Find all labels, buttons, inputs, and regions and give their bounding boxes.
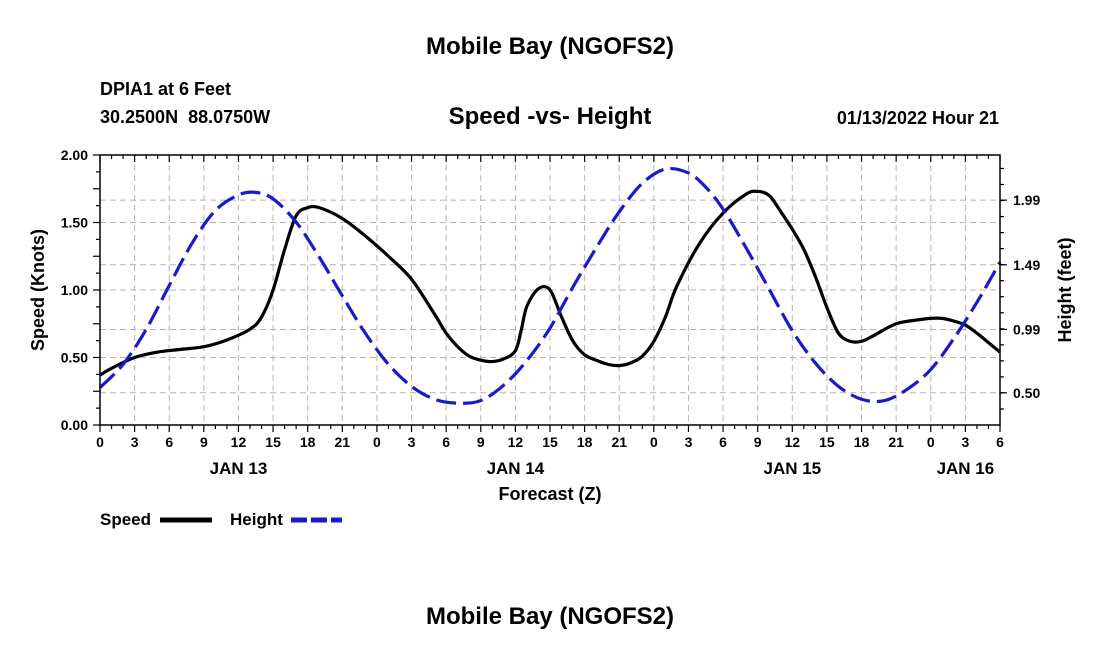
station-label: DPIA1 at 6 Feet bbox=[100, 79, 231, 99]
y-right-tick-label: 0.50 bbox=[1013, 385, 1040, 401]
x-tick-label: 15 bbox=[542, 434, 558, 450]
y-axis-right-label: Height (feet) bbox=[1055, 238, 1075, 343]
x-tick-label: 9 bbox=[200, 434, 208, 450]
day-label: JAN 13 bbox=[210, 459, 268, 478]
day-label: JAN 14 bbox=[487, 459, 545, 478]
day-label: JAN 15 bbox=[763, 459, 821, 478]
x-tick-label: 18 bbox=[577, 434, 593, 450]
x-tick-label: 3 bbox=[961, 434, 969, 450]
x-tick-label: 3 bbox=[685, 434, 693, 450]
x-tick-label: 6 bbox=[165, 434, 173, 450]
page-title-bottom: Mobile Bay (NGOFS2) bbox=[426, 603, 674, 630]
legend-height-label: Height bbox=[230, 510, 283, 529]
y-right-tick-label: 1.49 bbox=[1013, 257, 1040, 273]
y-left-tick-label: 1.00 bbox=[61, 282, 88, 298]
x-axis-label: Forecast (Z) bbox=[498, 484, 601, 504]
x-tick-label: 3 bbox=[131, 434, 139, 450]
x-tick-label: 21 bbox=[335, 434, 351, 450]
station-coords: 30.2500N 88.0750W bbox=[100, 107, 270, 127]
legend-speed-label: Speed bbox=[100, 510, 151, 529]
y-left-tick-label: 2.00 bbox=[61, 147, 88, 163]
x-tick-label: 18 bbox=[854, 434, 870, 450]
chart-title: Speed -vs- Height bbox=[449, 103, 652, 130]
legend: Speed Height bbox=[100, 510, 342, 529]
y-left-tick-label: 0.00 bbox=[61, 417, 88, 433]
x-tick-label: 15 bbox=[819, 434, 835, 450]
x-tick-label: 21 bbox=[611, 434, 627, 450]
x-tick-label: 21 bbox=[888, 434, 904, 450]
y-right-tick-label: 1.99 bbox=[1013, 192, 1040, 208]
x-tick-label: 0 bbox=[650, 434, 658, 450]
x-tick-label: 6 bbox=[996, 434, 1004, 450]
x-tick-label: 0 bbox=[927, 434, 935, 450]
x-tick-label: 12 bbox=[231, 434, 247, 450]
x-tick-label: 9 bbox=[754, 434, 762, 450]
x-tick-label: 0 bbox=[373, 434, 381, 450]
y-left-tick-label: 1.50 bbox=[61, 215, 88, 231]
y-axis-left-label: Speed (Knots) bbox=[28, 229, 48, 351]
page-title: Mobile Bay (NGOFS2) bbox=[426, 33, 674, 60]
x-tick-label: 15 bbox=[265, 434, 281, 450]
series-layer bbox=[98, 166, 1002, 405]
x-tick-label: 12 bbox=[785, 434, 801, 450]
x-tick-label: 18 bbox=[300, 434, 316, 450]
x-tick-label: 0 bbox=[96, 434, 104, 450]
y-right-tick-label: 0.99 bbox=[1013, 321, 1040, 337]
x-tick-label: 9 bbox=[477, 434, 485, 450]
speed-series-line bbox=[99, 189, 1002, 377]
y-left-tick-label: 0.50 bbox=[61, 350, 88, 366]
x-tick-label: 3 bbox=[408, 434, 416, 450]
height-series-line bbox=[98, 166, 1002, 405]
forecast-datetime: 01/13/2022 Hour 21 bbox=[837, 108, 999, 128]
day-label: JAN 16 bbox=[937, 459, 995, 478]
x-tick-label: 6 bbox=[719, 434, 727, 450]
x-tick-label: 12 bbox=[508, 434, 524, 450]
x-tick-label: 6 bbox=[442, 434, 450, 450]
axes: 0 3 6 9 12 15 18 21 0 3 6 9 12 15 18 21 0 3 6 9 12 15 18 21 0 3 6J… bbox=[61, 147, 1041, 478]
